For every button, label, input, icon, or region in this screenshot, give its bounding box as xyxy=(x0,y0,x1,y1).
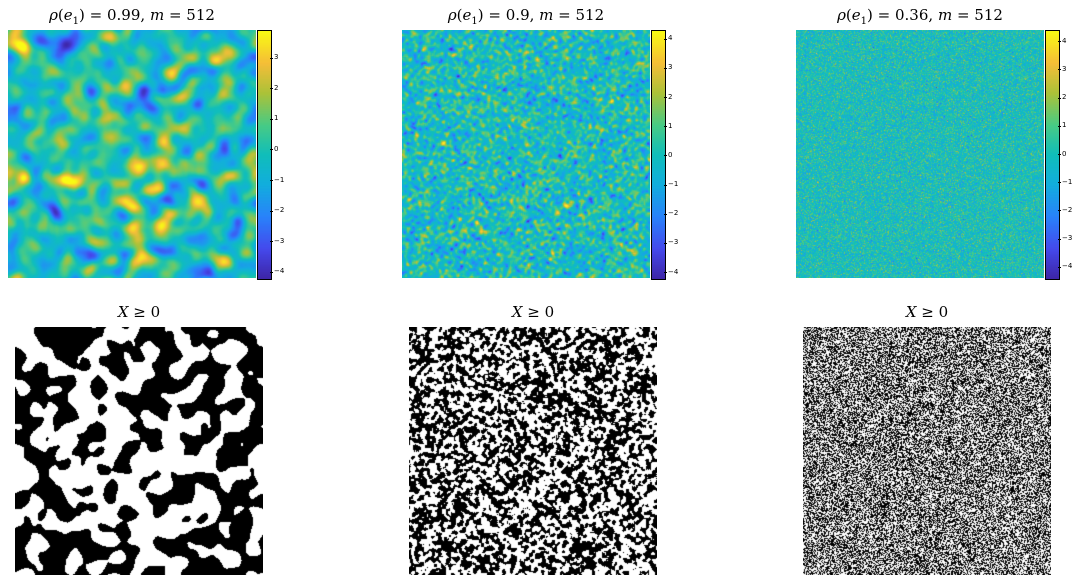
panel-title-6: X ≥ 0 xyxy=(905,303,949,321)
colorbar-tick-label: −3 xyxy=(274,237,285,245)
binary-image-2 xyxy=(409,327,657,575)
colorbar-tick-mark xyxy=(664,214,667,215)
colorbar-1 xyxy=(257,30,272,280)
colorbar-tick-mark xyxy=(664,185,667,186)
colorbar-tick-mark xyxy=(1058,210,1061,211)
colorbar-tick-label: −4 xyxy=(668,268,679,276)
colorbar-tick-label: −3 xyxy=(1062,234,1072,242)
colorbar-tick-label: 3 xyxy=(274,53,279,61)
colorbar-tick-mark xyxy=(270,272,273,273)
colorbar-tick-mark xyxy=(1058,154,1061,155)
colorbar-tick-label: 2 xyxy=(274,84,279,92)
colorbar-tick-label: 4 xyxy=(1062,37,1067,45)
colorbar-tick-mark xyxy=(1058,69,1061,70)
colorbar-tick-label: 0 xyxy=(668,151,673,159)
colorbar-tick-mark xyxy=(1058,126,1061,127)
colorbar-tick-label: 3 xyxy=(1062,65,1067,73)
colorbar-tick-label: −3 xyxy=(668,238,679,246)
binary-image-1 xyxy=(15,327,263,575)
colorbar-tick-mark xyxy=(270,180,273,181)
panel-title-1: ρ(e1) = 0.99, m = 512 xyxy=(49,6,215,27)
colorbar-tick-label: 1 xyxy=(668,122,673,130)
colorbar-tick-mark xyxy=(1058,267,1061,268)
colorbar-tick-mark xyxy=(1058,41,1061,42)
colorbar-tick-label: −2 xyxy=(1062,206,1072,214)
colorbar-tick-mark xyxy=(1058,98,1061,99)
colorbar-tick-label: 3 xyxy=(668,63,673,71)
binary-image-3 xyxy=(803,327,1051,575)
colorbar-tick-mark xyxy=(664,155,667,156)
colorbar-tick-mark xyxy=(270,88,273,89)
colorbar-3 xyxy=(1045,30,1060,280)
panel-title-5: X ≥ 0 xyxy=(511,303,555,321)
colorbar-tick-label: 1 xyxy=(1062,121,1067,129)
colorbar-tick-mark xyxy=(270,119,273,120)
colorbar-tick-mark xyxy=(664,126,667,127)
colorbar-tick-mark xyxy=(1058,239,1061,240)
panel-title-4: X ≥ 0 xyxy=(117,303,161,321)
colorbar-tick-mark xyxy=(270,211,273,212)
colorbar-tick-label: −1 xyxy=(668,180,679,188)
colorbar-tick-label: −1 xyxy=(274,176,285,184)
heatmap-image-3 xyxy=(796,30,1044,278)
colorbar-tick-label: −4 xyxy=(274,267,285,275)
colorbar-tick-label: 2 xyxy=(668,93,673,101)
colorbar-tick-mark xyxy=(664,243,667,244)
colorbar-tick-mark xyxy=(1058,182,1061,183)
heatmap-image-1 xyxy=(8,30,256,278)
colorbar-tick-label: 2 xyxy=(1062,93,1067,101)
colorbar-tick-mark xyxy=(664,97,667,98)
colorbar-tick-label: −1 xyxy=(1062,178,1072,186)
panel-title-3: ρ(e1) = 0.36, m = 512 xyxy=(837,6,1003,27)
colorbar-tick-label: 4 xyxy=(668,34,673,42)
panel-title-2: ρ(e1) = 0.9, m = 512 xyxy=(447,6,605,27)
colorbar-tick-mark xyxy=(270,149,273,150)
colorbar-tick-label: −2 xyxy=(274,206,285,214)
colorbar-tick-label: −4 xyxy=(1062,262,1072,270)
colorbar-tick-label: −2 xyxy=(668,209,679,217)
colorbar-tick-mark xyxy=(664,272,667,273)
colorbar-tick-mark xyxy=(664,68,667,69)
colorbar-tick-label: 0 xyxy=(1062,150,1067,158)
colorbar-tick-mark xyxy=(270,58,273,59)
colorbar-tick-mark xyxy=(270,241,273,242)
colorbar-tick-mark xyxy=(664,39,667,40)
heatmap-image-2 xyxy=(402,30,650,278)
colorbar-tick-label: 0 xyxy=(274,145,279,153)
colorbar-tick-label: 1 xyxy=(274,114,279,122)
